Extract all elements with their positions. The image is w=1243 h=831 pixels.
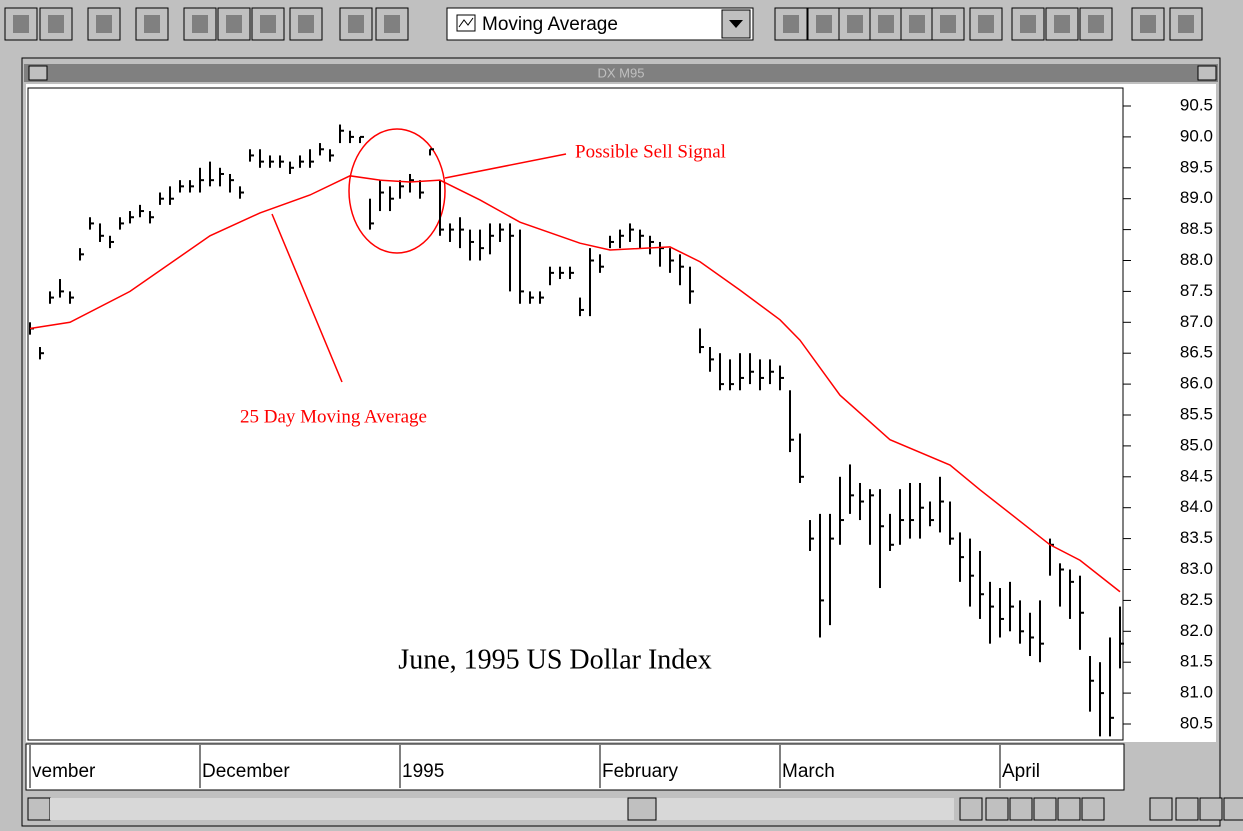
toolbar-button[interactable] bbox=[39, 7, 73, 41]
y-tick-label: 88.5 bbox=[1180, 219, 1213, 238]
toolbar-icon bbox=[144, 15, 160, 33]
y-tick-label: 90.0 bbox=[1180, 126, 1213, 145]
nav-button[interactable] bbox=[1223, 797, 1243, 821]
system-menu[interactable] bbox=[28, 65, 48, 81]
y-tick-label: 81.5 bbox=[1180, 652, 1213, 671]
dropdown-icon-line bbox=[458, 17, 474, 28]
toolbar-button[interactable] bbox=[135, 7, 169, 41]
moving-average bbox=[29, 175, 1121, 593]
ma-label: 25 Day Moving Average bbox=[240, 406, 427, 427]
toolbar-icon bbox=[298, 15, 314, 33]
y-tick-label: 84.5 bbox=[1180, 466, 1213, 485]
toolbar-icon bbox=[878, 15, 894, 33]
x-tick-label: 1995 bbox=[402, 761, 444, 782]
time-axis bbox=[25, 743, 1125, 791]
toolbar-icon bbox=[348, 15, 364, 33]
x-tick-label: February bbox=[602, 761, 679, 782]
ma-pointer bbox=[271, 213, 343, 383]
maximize-button[interactable] bbox=[1197, 65, 1217, 81]
toolbar-icon bbox=[192, 15, 208, 33]
scroll-thumb[interactable] bbox=[627, 797, 657, 821]
signal-circle bbox=[348, 128, 446, 254]
scroll-track[interactable] bbox=[50, 798, 954, 820]
dropdown-arrow-glyph bbox=[729, 20, 743, 28]
chart-title: June, 1995 US Dollar Index bbox=[398, 644, 711, 675]
toolbar-icon bbox=[940, 15, 956, 33]
plot-area bbox=[27, 87, 1124, 741]
toolbar-icon bbox=[226, 15, 242, 33]
toolbar-icon bbox=[909, 15, 925, 33]
y-tick-label: 82.5 bbox=[1180, 590, 1213, 609]
y-tick-label: 90.5 bbox=[1180, 95, 1213, 114]
toolbar-icon bbox=[48, 15, 64, 33]
toolbar-icon bbox=[1178, 15, 1194, 33]
y-tick-label: 83.5 bbox=[1180, 528, 1213, 547]
nav-button[interactable] bbox=[959, 797, 983, 821]
study-dropdown[interactable] bbox=[446, 7, 754, 41]
sell-signal-pointer bbox=[444, 153, 567, 179]
y-tick-label: 81.0 bbox=[1180, 683, 1213, 702]
nav-button[interactable] bbox=[1009, 797, 1033, 821]
sell-signal-label: Possible Sell Signal bbox=[575, 141, 726, 162]
y-tick-label: 85.0 bbox=[1180, 435, 1213, 454]
toolbar-icon bbox=[783, 15, 799, 33]
x-tick-label: April bbox=[1002, 761, 1040, 782]
nav-button[interactable] bbox=[1149, 797, 1173, 821]
y-tick-label: 87.5 bbox=[1180, 281, 1213, 300]
toolbar-icon bbox=[816, 15, 832, 33]
toolbar-icon bbox=[13, 15, 29, 33]
toolbar-icon bbox=[1088, 15, 1104, 33]
y-tick-label: 89.5 bbox=[1180, 157, 1213, 176]
nav-buttons bbox=[959, 797, 1243, 821]
nav-button[interactable] bbox=[1175, 797, 1199, 821]
x-tick-label: March bbox=[782, 761, 835, 782]
title-bar bbox=[24, 64, 1218, 82]
y-tick-label: 88.0 bbox=[1180, 250, 1213, 269]
y-tick-label: 80.5 bbox=[1180, 713, 1213, 732]
y-tick-label: 87.0 bbox=[1180, 312, 1213, 331]
window-title: DX M95 bbox=[598, 65, 645, 80]
toolbar-icon bbox=[1140, 15, 1156, 33]
toolbar bbox=[4, 7, 1203, 41]
nav-button[interactable] bbox=[985, 797, 1009, 821]
nav-button[interactable] bbox=[1033, 797, 1057, 821]
y-tick-label: 89.0 bbox=[1180, 188, 1213, 207]
toolbar-icon bbox=[384, 15, 400, 33]
y-tick-label: 84.0 bbox=[1180, 497, 1213, 516]
toolbar-icon bbox=[96, 15, 112, 33]
toolbar-icon bbox=[1054, 15, 1070, 33]
y-tick-label: 83.0 bbox=[1180, 559, 1213, 578]
toolbar-icon bbox=[847, 15, 863, 33]
toolbar-icon bbox=[1020, 15, 1036, 33]
y-tick-label: 85.5 bbox=[1180, 404, 1213, 423]
x-tick-label: December bbox=[202, 761, 290, 782]
nav-button[interactable] bbox=[1057, 797, 1081, 821]
scroll-left[interactable] bbox=[27, 797, 51, 821]
y-tick-label: 82.0 bbox=[1180, 621, 1213, 640]
nav-button[interactable] bbox=[1199, 797, 1223, 821]
y-tick-label: 86.0 bbox=[1180, 374, 1213, 393]
x-tick-label: vember bbox=[32, 761, 96, 782]
toolbar-icon bbox=[260, 15, 276, 33]
y-tick-label: 86.5 bbox=[1180, 343, 1213, 362]
toolbar-icon bbox=[978, 15, 994, 33]
dropdown-text: Moving Average bbox=[482, 14, 618, 35]
nav-button[interactable] bbox=[1081, 797, 1105, 821]
